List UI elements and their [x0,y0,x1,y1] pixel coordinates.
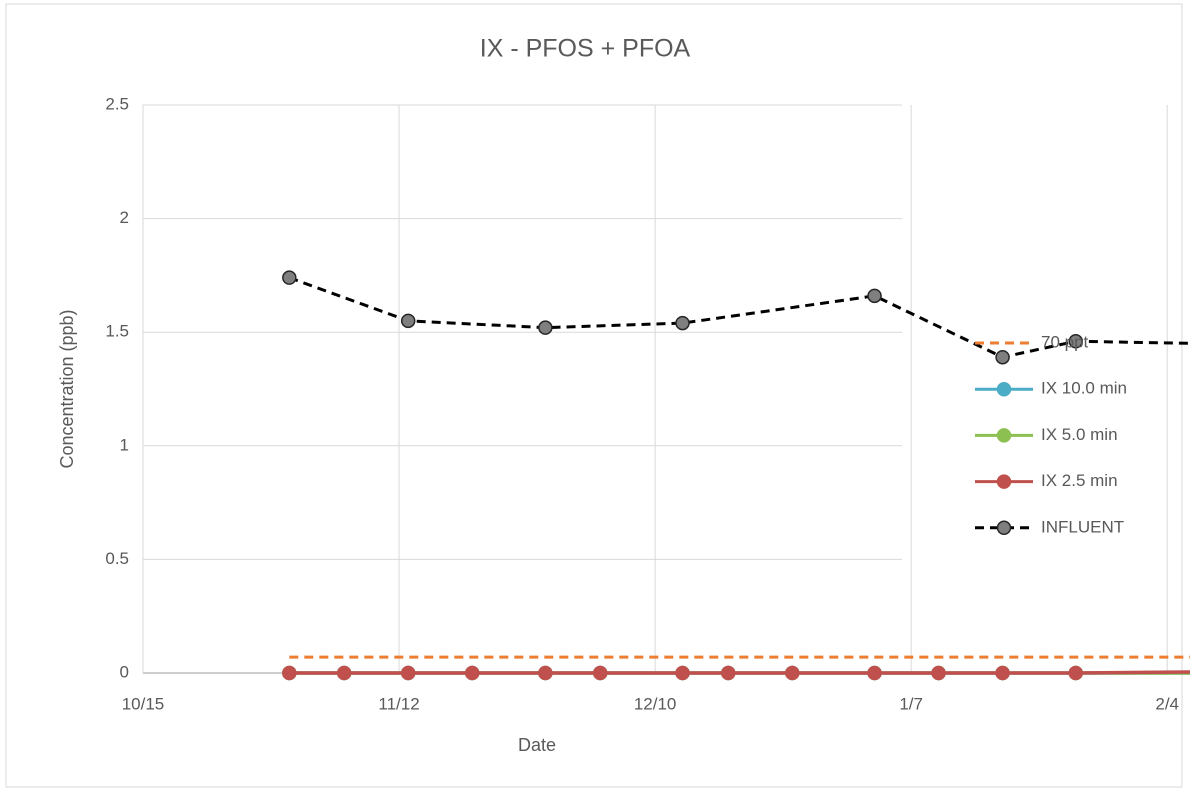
y-tick-label: 2.5 [105,94,129,113]
point [675,665,690,681]
legend-marker [996,428,1012,443]
point [592,665,608,681]
chart-title: IX - PFOS + PFOA [480,35,691,63]
y-tick-label: 0.5 [105,549,129,568]
point [1068,334,1083,349]
point [995,665,1010,681]
x-tick-label: 10/15 [122,694,165,713]
point [538,320,553,335]
legend-label: INFLUENT [1041,517,1124,536]
point [400,665,416,681]
point [931,665,946,681]
point [400,313,416,329]
legend-label: IX 2.5 min [1041,471,1118,490]
point [282,665,297,681]
legend-label: IX 5.0 min [1041,425,1118,444]
legend-label: IX 10.0 min [1041,379,1127,398]
legend-marker [996,520,1012,536]
point [1068,665,1083,681]
legend-label: 70 ppt [1041,332,1089,351]
point [336,665,352,681]
point [867,665,882,681]
x-axis-label: Date [518,735,556,755]
series-line [289,670,1190,675]
y-tick-label: 1 [120,435,129,454]
x-tick-label: 12/10 [634,694,677,713]
x-tick-label: 2/4 [1155,694,1179,713]
x-tick-label: 1/7 [899,694,923,713]
point [867,288,882,304]
point [721,665,736,681]
point [464,665,480,681]
point [282,270,297,285]
point [675,315,690,331]
y-axis-label: Concentration (ppb) [57,309,77,468]
legend-marker [996,381,1012,397]
point [995,349,1010,365]
legend-marker [996,474,1012,489]
point [785,665,800,681]
y-tick-label: 1.5 [105,322,129,341]
point [538,665,553,681]
y-tick-label: 0 [120,662,129,681]
y-tick-label: 2 [120,208,129,227]
x-tick-label: 11/12 [378,694,419,713]
